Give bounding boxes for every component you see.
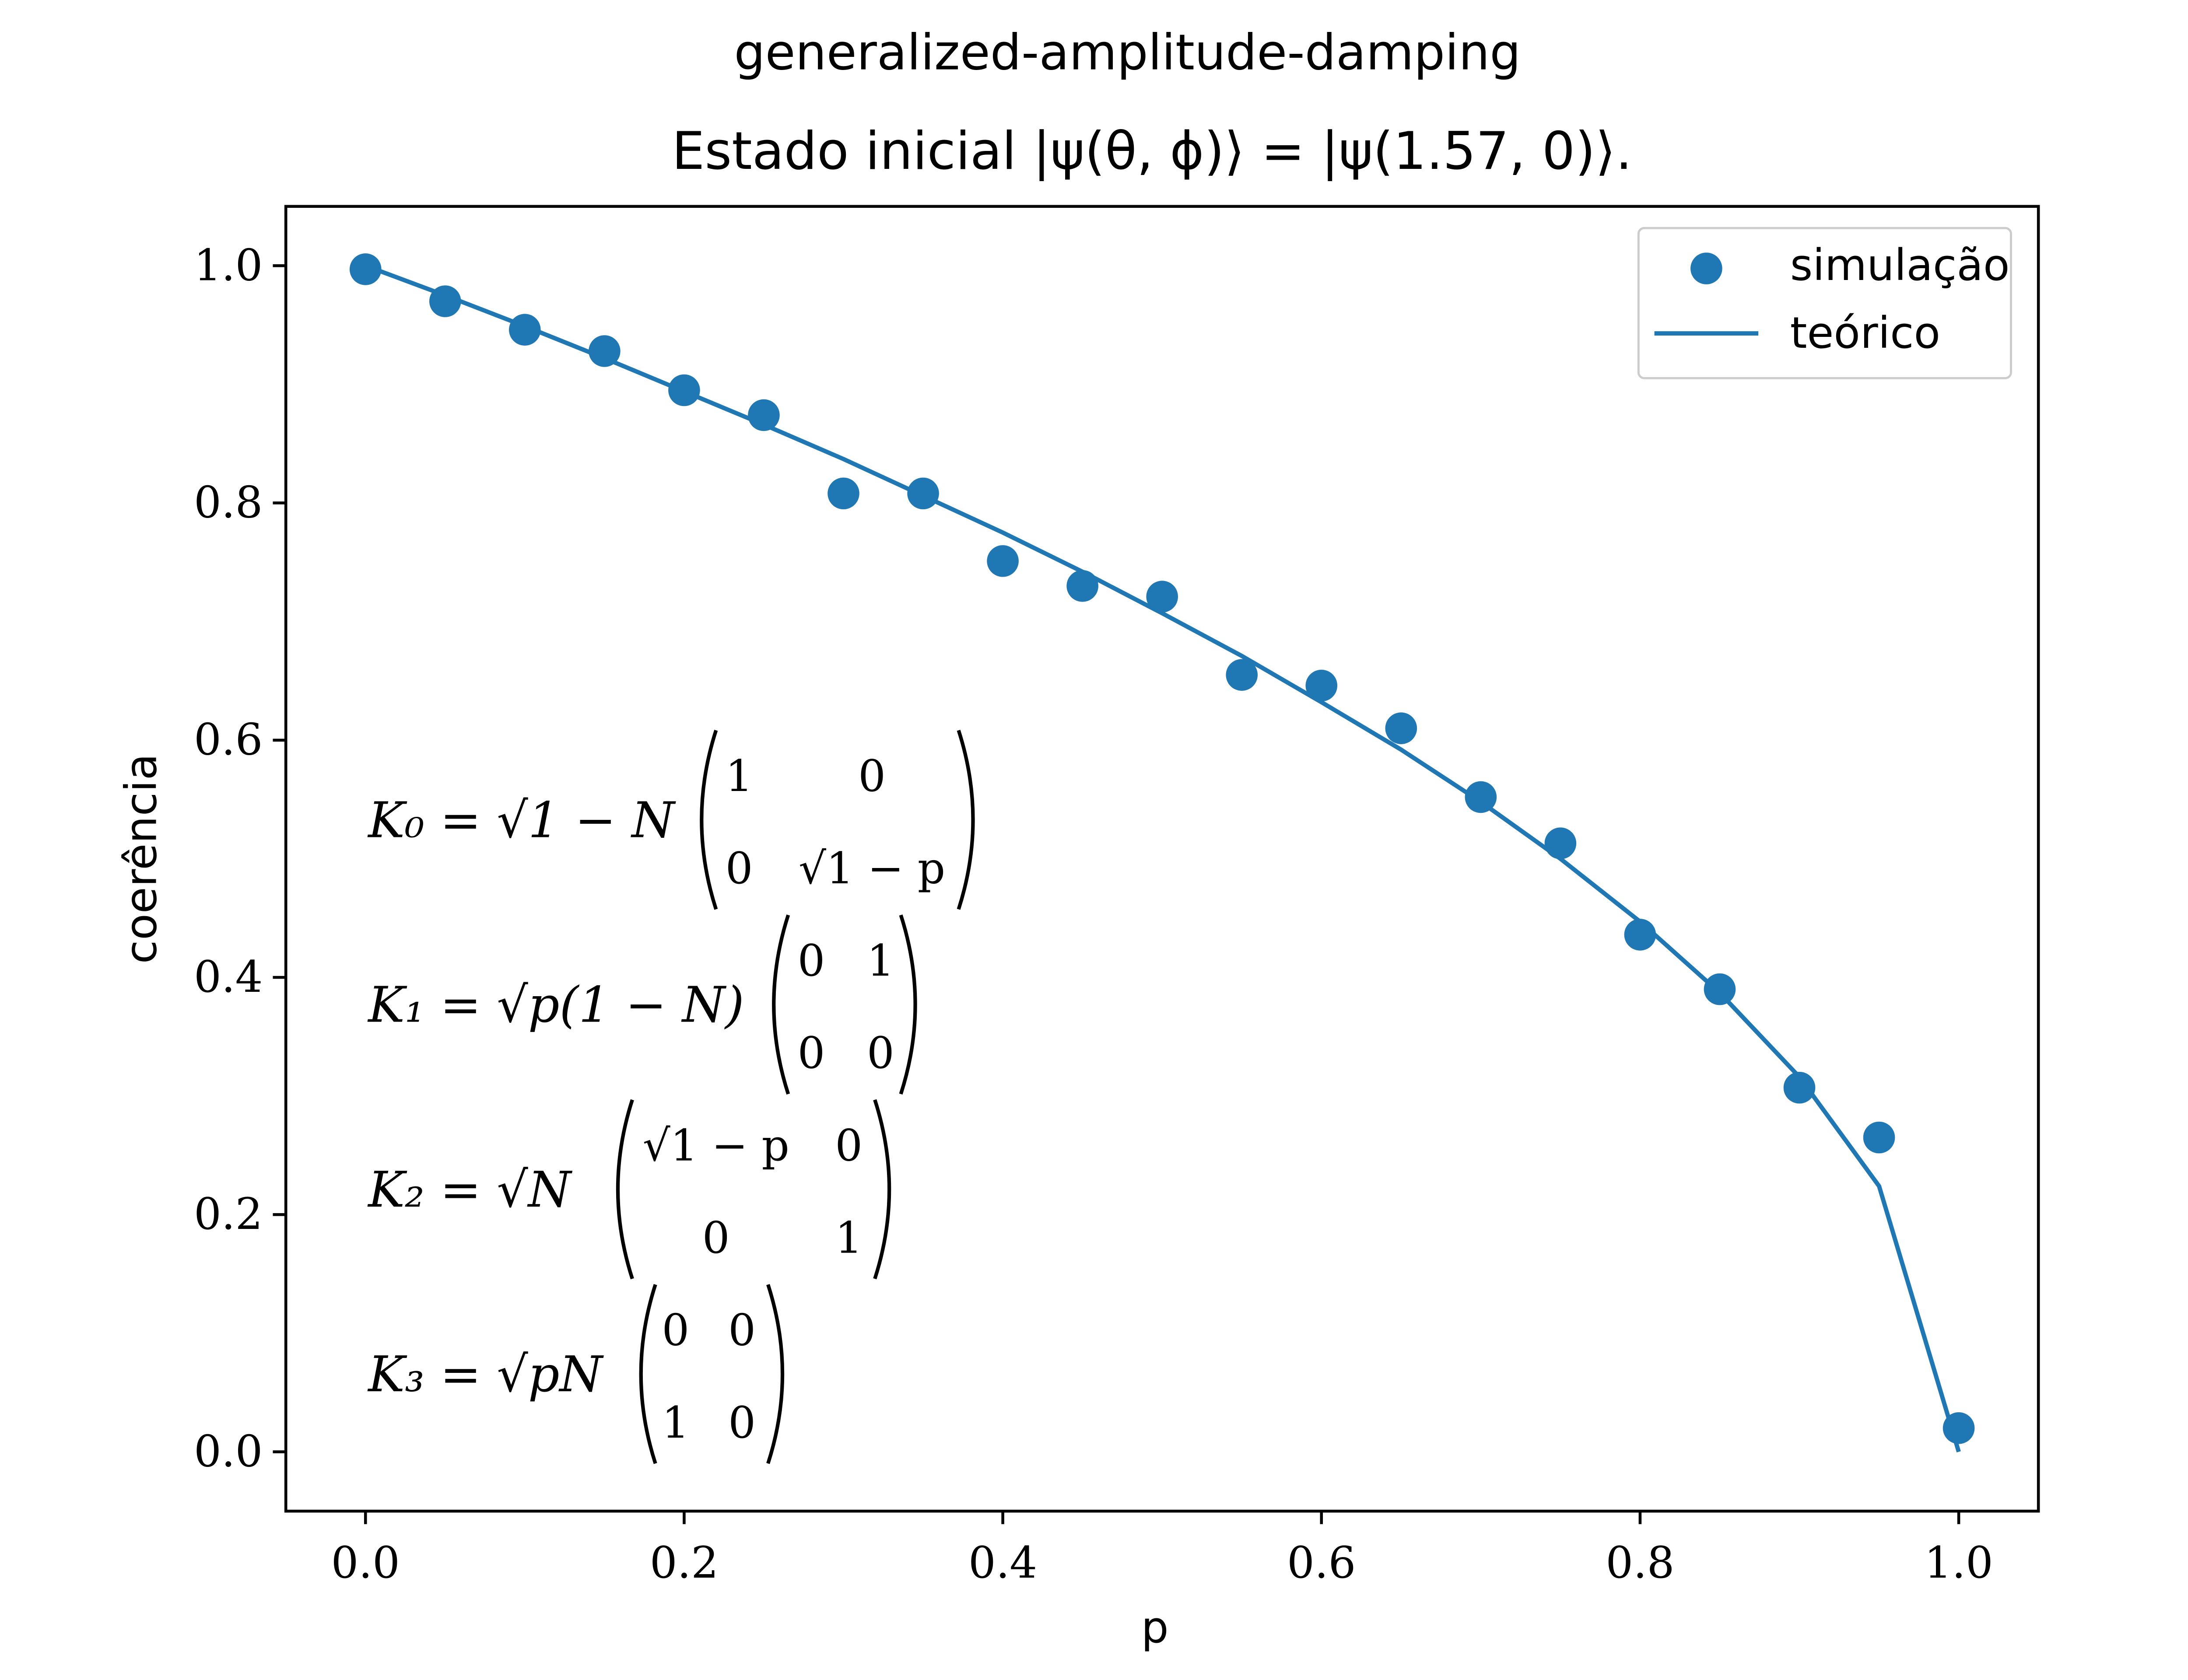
x-tick-label: 0.6: [1287, 1538, 1356, 1588]
chart-subtitle: Estado inicial |ψ(θ, ϕ)⟩ = |ψ(1.57, 0)⟩.: [672, 121, 1632, 182]
kraus-operator-lhs: K₁ = √p(1 − N): [367, 977, 744, 1034]
matrix-entry: 0: [858, 751, 886, 802]
matrix-entry: 1: [726, 751, 753, 802]
matrix-left-paren: [639, 1284, 657, 1464]
matrix-entry: 0: [867, 1028, 894, 1078]
matrix-left-paren: [616, 1099, 634, 1280]
simulacao-point: [1305, 669, 1338, 702]
y-axis-label: coerência: [116, 754, 166, 964]
matrix-entry: 0: [728, 1398, 756, 1448]
matrix-right-paren: [873, 1099, 891, 1280]
kraus-operator-annotation: K₀ = √1 − N1 00 √1 − pK₁ = √p(1 − N)0 10 0K₂…: [367, 730, 975, 1464]
matrix-entry: √1 − p: [643, 1120, 789, 1171]
simulacao-point: [907, 477, 939, 510]
y-tick-label: 0.0: [194, 1426, 263, 1477]
x-tick-label: 0.8: [1606, 1538, 1674, 1588]
x-tick-label: 0.2: [650, 1538, 719, 1588]
kraus-operator-lhs: K₀ = √1 − N: [367, 792, 676, 849]
simulacao-point: [748, 399, 780, 431]
legend-label-teorico: teórico: [1790, 308, 1940, 358]
kraus-operator-lhs: K₂ = √N: [367, 1162, 572, 1218]
x-tick-label: 0.0: [331, 1538, 400, 1588]
simulacao-point: [987, 545, 1019, 577]
y-tick-label: 0.2: [194, 1189, 263, 1239]
simulacao-point: [1863, 1121, 1895, 1154]
plot-area: [284, 205, 2040, 1513]
matrix-entry: 0: [662, 1306, 689, 1356]
legend-box: [1637, 227, 2012, 379]
simulacao-point: [1544, 827, 1577, 859]
legend-scatter-marker: [1690, 252, 1722, 284]
matrix-entry: 0: [726, 844, 753, 894]
simulacao-point: [668, 374, 700, 406]
legend-label-simulacao: simulação: [1790, 240, 2010, 290]
simulacao-point: [429, 285, 461, 317]
simulacao-point: [1385, 712, 1417, 744]
y-tick-label: 0.6: [194, 715, 263, 765]
chart-title: generalized-amplitude-damping: [734, 24, 1521, 81]
y-axis: 0.0 0.2 0.4 0.6 0.8 1.0: [194, 240, 286, 1477]
y-tick-label: 1.0: [194, 240, 263, 290]
simulacao-point: [1066, 570, 1098, 602]
matrix-entry: 0: [702, 1213, 730, 1264]
simulacao-point: [1783, 1071, 1816, 1104]
simulacao-point: [828, 477, 859, 510]
matrix-left-paren: [772, 914, 790, 1095]
matrix-entry: 0: [835, 1120, 863, 1171]
simulacao-point: [1146, 581, 1178, 613]
y-tick-label: 0.8: [194, 478, 263, 528]
matrix-entry: 1: [867, 936, 894, 986]
matrix-right-paren: [899, 914, 917, 1095]
matrix-entry: 0: [728, 1306, 756, 1356]
matrix-right-paren: [766, 1284, 785, 1464]
x-axis-label: p: [1141, 1603, 1169, 1653]
simulacao-point: [589, 335, 621, 367]
simulacao-point: [1943, 1412, 1975, 1444]
teorico-line: [365, 263, 1961, 1452]
simulacao-point: [1465, 781, 1497, 813]
matrix-entry: 0: [798, 936, 825, 986]
matrix-entry: √1 − p: [799, 844, 945, 894]
legend: simulação teórico: [1637, 227, 2012, 379]
simulacao-point: [1226, 659, 1258, 691]
simulacao-point: [509, 314, 541, 346]
simulacao-point: [349, 253, 382, 285]
series-layer: [349, 253, 1975, 1452]
x-axis: 0.0 0.2 0.4 0.6 0.8 1.0: [331, 1511, 1993, 1588]
matrix-entry: 1: [835, 1213, 863, 1264]
x-tick-label: 0.4: [968, 1538, 1037, 1588]
kraus-operator-lhs: K₃ = √pN: [367, 1346, 604, 1403]
matrix-right-paren: [957, 730, 975, 910]
simulacao-point: [1704, 973, 1736, 1005]
x-tick-label: 1.0: [1924, 1538, 1993, 1588]
matrix-entry: 1: [662, 1398, 689, 1448]
matrix-entry: 0: [798, 1028, 825, 1078]
simulacao-point: [1624, 919, 1656, 951]
y-tick-label: 0.4: [194, 952, 263, 1002]
matrix-left-paren: [700, 730, 718, 910]
